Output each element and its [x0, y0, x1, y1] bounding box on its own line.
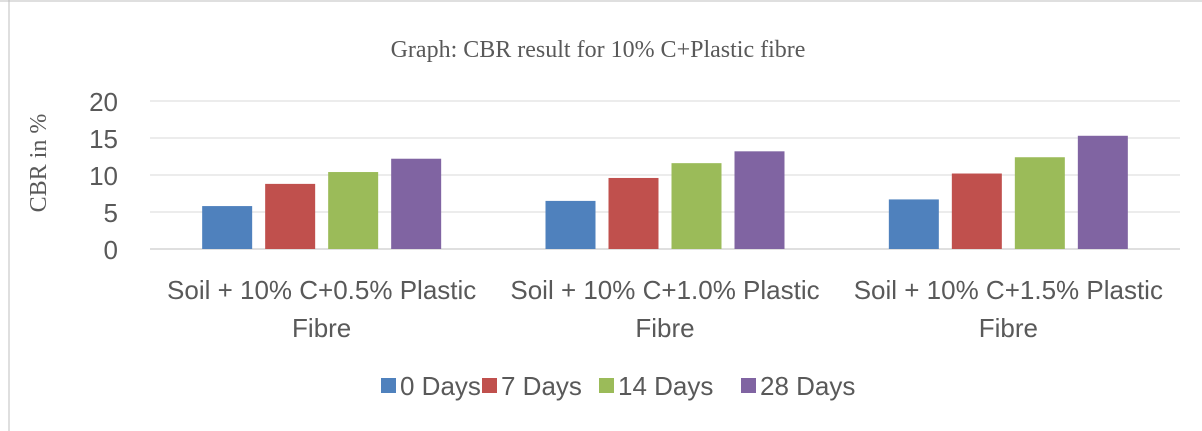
y-axis-label: CBR in %	[26, 114, 52, 213]
bar	[328, 172, 379, 249]
bar	[202, 206, 253, 249]
bar	[545, 200, 596, 249]
bar	[391, 158, 442, 249]
legend-swatch	[381, 378, 396, 393]
bar	[888, 199, 939, 249]
legend-label: 28 Days	[760, 371, 855, 401]
x-axis-ticks: Soil + 10% C+0.5% Plastic Fibre Soil + 10%…	[167, 275, 1163, 343]
bar	[671, 163, 722, 249]
legend: 0 Days 7 Days 14 Days 28 Days	[381, 371, 855, 401]
gridlines	[150, 100, 1180, 250]
y-tick-label: 0	[104, 235, 118, 265]
legend-label: 0 Days	[400, 371, 481, 401]
legend-swatch	[599, 378, 614, 393]
y-axis-ticks: 0 5 10 15 20	[89, 87, 118, 265]
bars	[202, 135, 1128, 249]
legend-label: 14 Days	[618, 371, 713, 401]
bar	[608, 177, 659, 249]
legend-label: 7 Days	[501, 371, 582, 401]
bar	[265, 183, 316, 249]
y-tick-label: 15	[89, 124, 118, 154]
x-tick-label: Soil + 10% C+1.0% Plastic	[510, 275, 819, 305]
chart-title: Graph: CBR result for 10% C+Plastic fibr…	[391, 37, 806, 63]
x-tick-label: Fibre	[635, 313, 694, 343]
bar	[1014, 157, 1065, 249]
bar	[951, 173, 1002, 249]
y-tick-label: 10	[89, 161, 118, 191]
bar	[1077, 135, 1128, 249]
bar	[734, 151, 785, 249]
legend-swatch	[741, 378, 756, 393]
x-tick-label: Fibre	[292, 313, 351, 343]
y-tick-label: 5	[104, 198, 118, 228]
x-tick-label: Fibre	[979, 313, 1038, 343]
x-tick-label: Soil + 10% C+0.5% Plastic	[167, 275, 476, 305]
y-tick-label: 20	[89, 87, 118, 117]
legend-swatch	[482, 378, 497, 393]
x-tick-label: Soil + 10% C+1.5% Plastic	[854, 275, 1163, 305]
